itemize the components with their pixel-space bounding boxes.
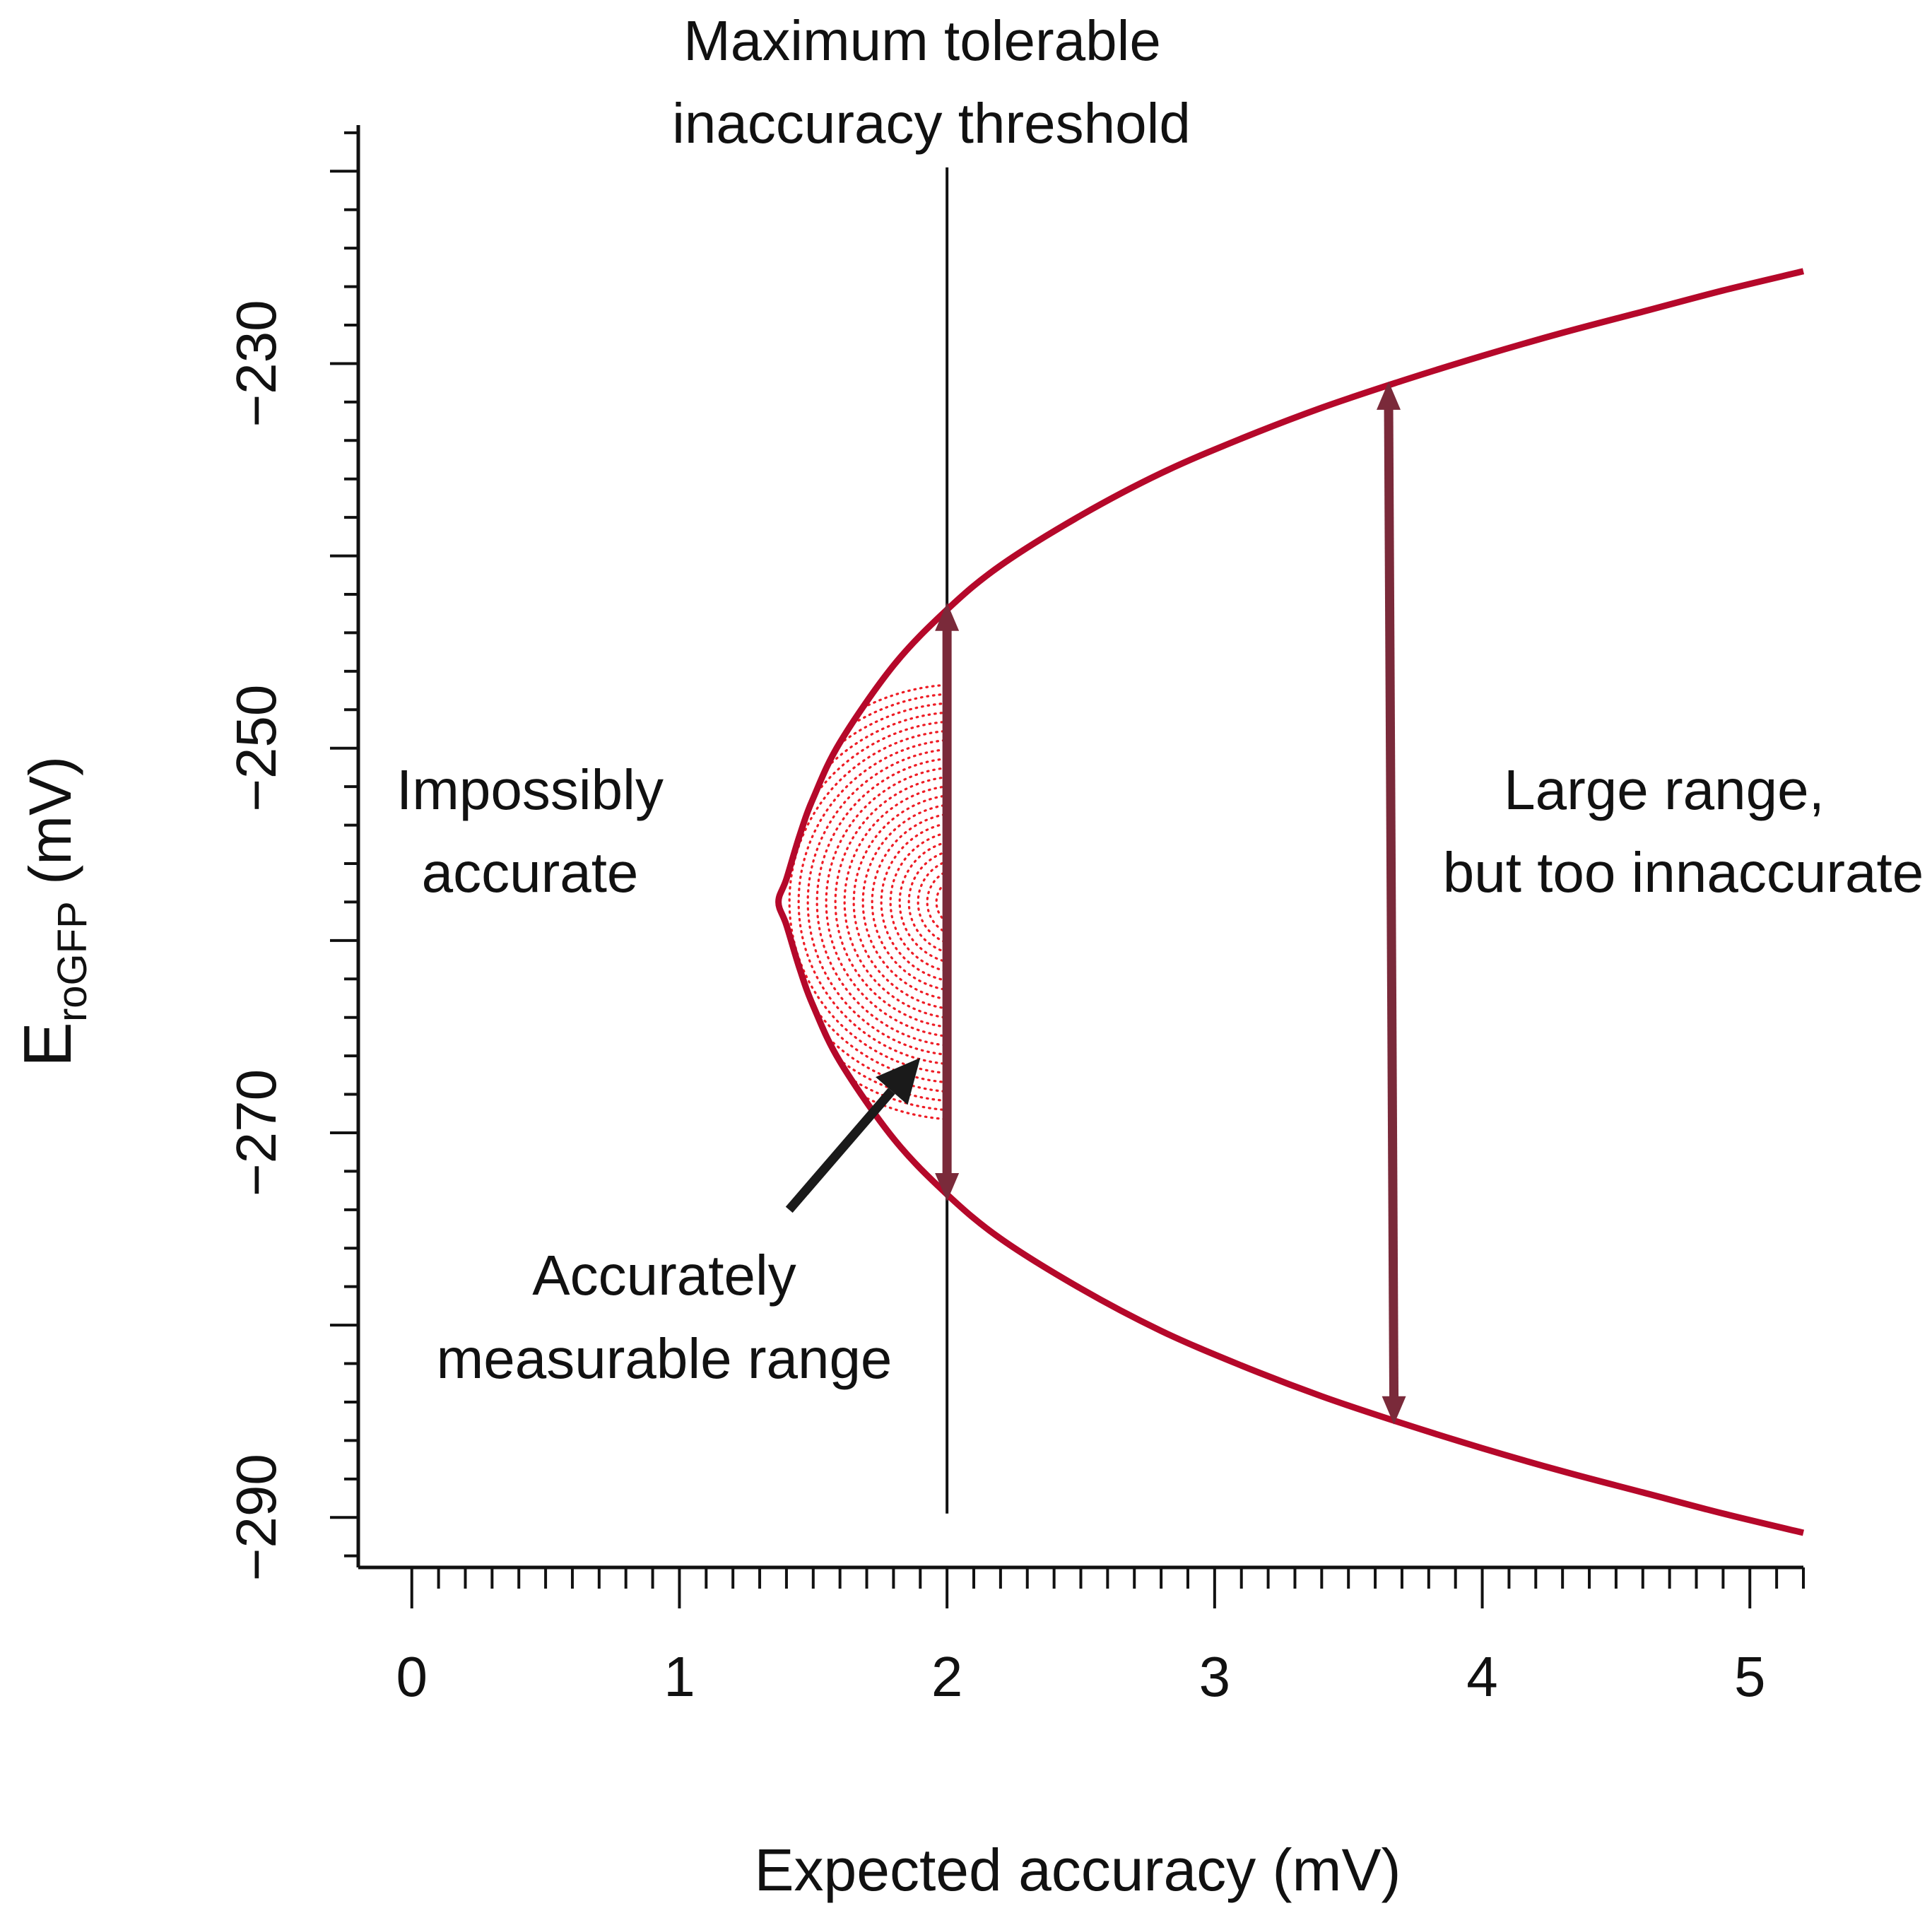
shaded-region (778, 271, 1803, 1533)
y-tick-label: −270 (225, 1069, 288, 1196)
annotation-large-range-line2: but too innaccurate (1443, 841, 1924, 904)
y-tick-label: −230 (225, 300, 288, 427)
range-arrow-head-top-1 (935, 602, 960, 631)
range-arrow-head-bottom-2 (1382, 1396, 1406, 1425)
series-curve (775, 268, 1805, 1536)
y-tick-label: −250 (225, 685, 288, 812)
threshold-label-line1: Maximum tolerable (683, 9, 1161, 72)
y-axis-title: EroGFP (mV) (10, 756, 95, 1067)
x-tick-label: 3 (1199, 1645, 1231, 1708)
y-axis-title-unit: (mV) (17, 756, 83, 901)
pointer-arrow (785, 1057, 921, 1213)
annotation-impossibly-line1: Impossibly (396, 758, 664, 821)
y-tick-label: −290 (225, 1454, 288, 1581)
annotation-large-range-line1: Large range, (1504, 758, 1825, 821)
svg-text:EroGFP (mV): EroGFP (mV) (10, 756, 95, 1067)
range-arrows (935, 381, 1406, 1425)
axes (330, 125, 1805, 1608)
y-axis-title-subscript: roGFP (49, 901, 95, 1022)
pointer-arrow-shaft (785, 1088, 895, 1213)
tick-labels: 0 1 2 3 4 5 −230 −250 −270 −290 (225, 300, 1766, 1708)
pointer-arrow-head (876, 1057, 921, 1105)
range-arrow-head-bottom-1 (935, 1173, 960, 1202)
annotation-impossibly-line2: accurate (422, 841, 639, 904)
x-tick-label: 4 (1466, 1645, 1498, 1708)
x-tick-label: 2 (931, 1645, 963, 1708)
annotation-accurately-line1: Accurately (532, 1244, 796, 1307)
x-axis-title: Expected accuracy (mV) (755, 1837, 1401, 1903)
range-arrow-head-top-2 (1377, 381, 1401, 410)
range-arrow-shaft-2 (1384, 404, 1399, 1402)
annotation-accurately-line2: measurable range (437, 1327, 893, 1390)
x-tick-label: 1 (664, 1645, 695, 1708)
shade-mask (947, 271, 1803, 1533)
y-axis-title-main: E (10, 1022, 86, 1067)
x-tick-label: 0 (396, 1645, 428, 1708)
threshold-label-line2: inaccuracy threshold (672, 92, 1191, 155)
x-tick-label: 5 (1734, 1645, 1766, 1708)
